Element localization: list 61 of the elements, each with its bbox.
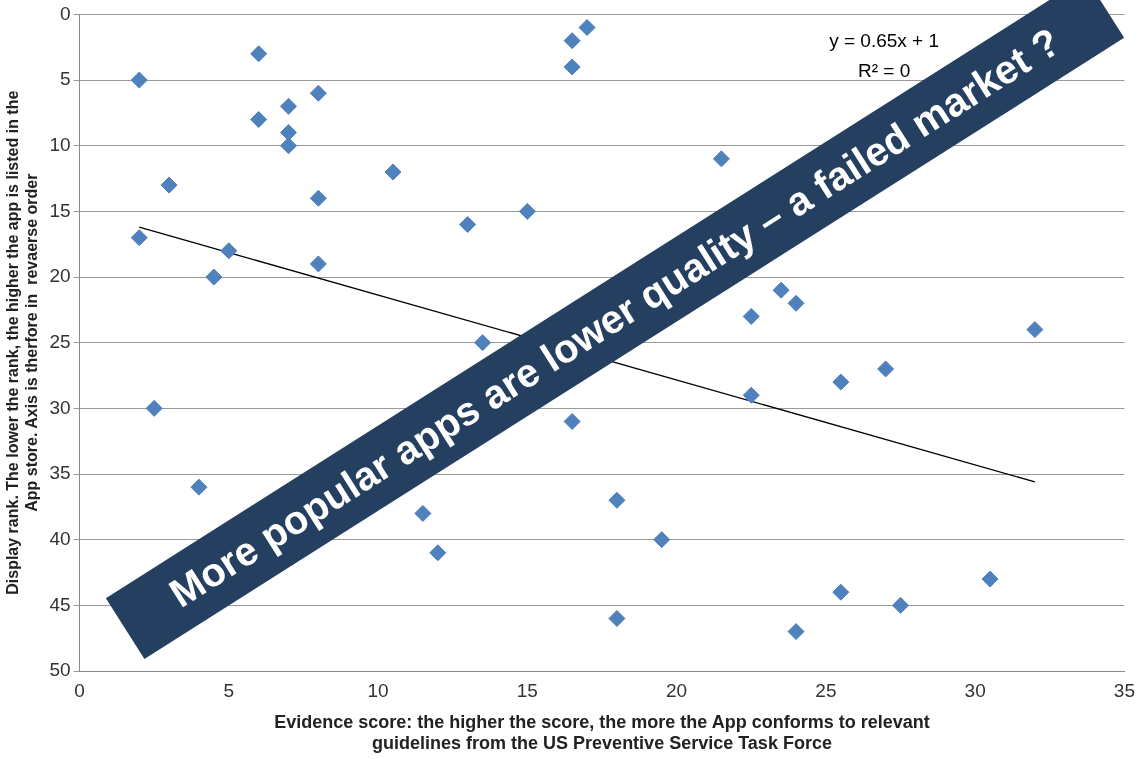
point	[384, 163, 402, 181]
x-axis-title: Evidence score: the higher the score, the more the App conforms to relevant guidelines from the US Preventive Service Task Force	[274, 711, 930, 754]
point	[787, 623, 805, 641]
y-axis-title: Display rank. The lower the rank, the higher the app is listed in the App store. Axis is therfore in revaerse order	[4, 90, 41, 595]
point	[309, 255, 327, 273]
point	[145, 399, 163, 417]
y-tick-label: 50	[49, 659, 71, 681]
point	[280, 97, 298, 115]
x-tick-label: 25	[815, 679, 837, 701]
point	[130, 229, 148, 247]
point	[205, 268, 223, 286]
x-tick-label: 15	[516, 679, 538, 701]
point	[742, 386, 760, 404]
point	[981, 570, 999, 588]
point	[563, 412, 581, 430]
point	[309, 84, 327, 102]
y-tick-label: 25	[49, 330, 71, 352]
point	[220, 242, 238, 260]
point	[712, 150, 730, 168]
y-tick-label: 40	[49, 527, 71, 549]
y-tick-label: 20	[49, 265, 71, 287]
point	[130, 71, 148, 89]
point	[563, 58, 581, 76]
point	[653, 531, 671, 549]
point	[474, 334, 492, 352]
point	[280, 137, 298, 155]
point	[190, 478, 208, 496]
point	[892, 596, 910, 614]
point	[459, 216, 477, 234]
point	[772, 281, 790, 299]
annotation: y = 0.65x + 1	[829, 30, 940, 52]
point	[608, 491, 626, 509]
x-tick-label: 0	[74, 679, 85, 701]
point	[518, 202, 536, 220]
point	[1026, 321, 1044, 339]
x-tick-label: 35	[1113, 679, 1135, 701]
point	[414, 504, 432, 522]
y-tick-label: 15	[49, 199, 71, 221]
point	[877, 360, 895, 378]
point	[832, 373, 850, 391]
x-tick-label: 10	[367, 679, 389, 701]
point	[578, 19, 596, 37]
y-tick-label: 5	[59, 68, 71, 90]
y-tick-label: 35	[49, 462, 71, 484]
point	[608, 609, 626, 627]
point	[309, 189, 327, 207]
y-tick-label: 30	[49, 396, 71, 418]
point	[563, 32, 581, 50]
x-tick-label: 20	[666, 679, 688, 701]
point	[250, 110, 268, 128]
x-tick-label: 30	[964, 679, 986, 701]
y-tick-label: 0	[59, 2, 71, 24]
x-tick-label: 5	[223, 679, 235, 701]
y-tick-label: 45	[49, 593, 71, 615]
point	[250, 45, 268, 63]
point	[429, 544, 447, 562]
point	[787, 294, 805, 312]
annotation: R² = 0	[857, 60, 911, 82]
y-tick-label: 10	[49, 133, 71, 155]
point	[160, 176, 178, 194]
point	[832, 583, 850, 601]
